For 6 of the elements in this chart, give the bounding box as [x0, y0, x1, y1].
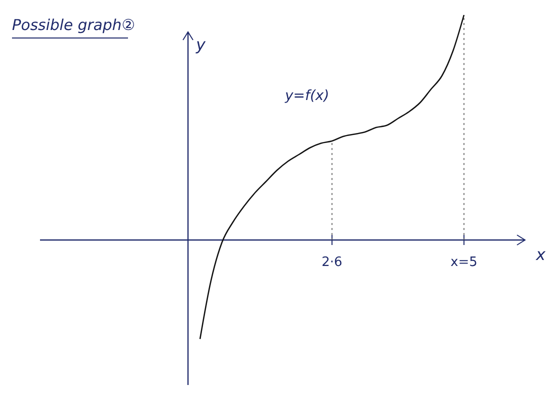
x-tick-label: x=5 — [450, 255, 478, 270]
y-axis-title: y — [195, 35, 206, 54]
x-axis-title: x — [535, 245, 546, 264]
x-tick-label: 2·6 — [322, 255, 342, 270]
chart-title: Possible graph② — [12, 16, 136, 34]
annotation: y=f(x) — [284, 88, 330, 104]
